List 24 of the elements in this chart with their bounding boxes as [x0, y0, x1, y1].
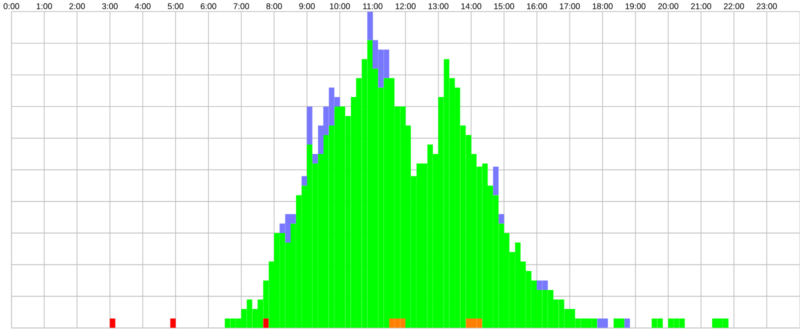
- x-tick-label: 15:00: [494, 3, 514, 10]
- x-tick-label: 22:00: [724, 3, 744, 10]
- x-tick-label: 13:00: [428, 3, 448, 10]
- x-tick-label: 6:00: [200, 3, 216, 10]
- x-tick-label: 11:00: [363, 3, 382, 10]
- x-tick-label: 21:00: [691, 3, 712, 10]
- x-tick-label: 7:00: [234, 3, 250, 10]
- x-tick-label: 8:00: [266, 3, 282, 10]
- x-tick-label: 5:00: [168, 3, 184, 10]
- x-tick-label: 14:00: [461, 3, 482, 10]
- x-tick-label: 4:00: [134, 3, 151, 10]
- x-tick-label: 10:00: [330, 3, 350, 10]
- x-tick-label: 3:00: [102, 3, 118, 10]
- x-tick-label: 0:00: [4, 3, 20, 10]
- x-tick-label: 23:00: [756, 3, 777, 10]
- x-tick-label: 1:00: [36, 3, 52, 10]
- x-tick-label: 20:00: [658, 3, 678, 10]
- x-tick-label: 18:00: [592, 3, 613, 10]
- x-tick-label: 19:00: [626, 3, 646, 10]
- x-tick-label: 9:00: [299, 3, 315, 10]
- x-tick-label: 12:00: [396, 3, 416, 10]
- x-tick-label: 16:00: [527, 3, 547, 10]
- x-tick-label: 17:00: [560, 3, 580, 10]
- x-tick-label: 2:00: [69, 3, 85, 10]
